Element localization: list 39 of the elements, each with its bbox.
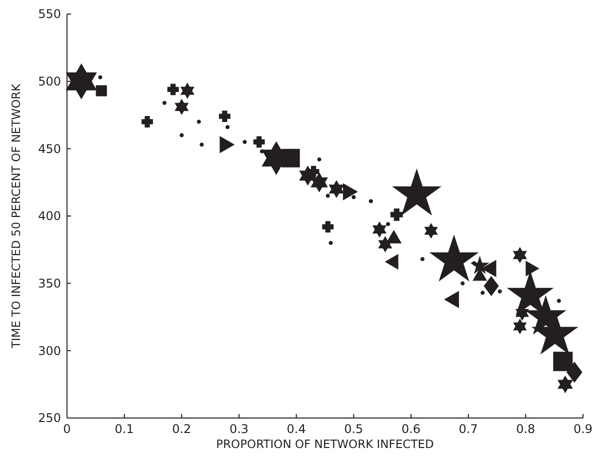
- point: [226, 125, 230, 130]
- point: [242, 140, 247, 144]
- x-tick-label: 0.8: [516, 422, 536, 436]
- point: [317, 157, 322, 162]
- point: [196, 120, 201, 124]
- point: [498, 289, 502, 294]
- point: [200, 142, 204, 147]
- x-tick-label: 0.9: [573, 422, 593, 436]
- point: [352, 195, 356, 200]
- point: [460, 281, 465, 286]
- y-tick-label: 550: [38, 7, 61, 22]
- point: [480, 290, 485, 295]
- y-tick-label: 350: [38, 276, 61, 291]
- point: [556, 298, 561, 303]
- x-tick-label: 0.4: [286, 422, 306, 436]
- x-tick-label: 0.3: [229, 422, 249, 436]
- y-axis-title: TIME TO INFECTED 50 PERCENT OF NETWORK: [9, 83, 23, 350]
- point: [420, 257, 424, 262]
- y-tick-label: 300: [38, 344, 61, 358]
- x-tick-label: 0.2: [172, 422, 192, 436]
- y-tick-label: 400: [38, 209, 61, 224]
- x-tick-label: 0.1: [114, 422, 134, 436]
- point: [98, 75, 102, 80]
- x-tick-label: 0.7: [458, 422, 478, 436]
- x-tick-label: 0: [63, 422, 71, 436]
- x-tick-label: 0.6: [401, 422, 421, 436]
- y-tick-label: 250: [38, 411, 61, 426]
- point: [162, 100, 166, 105]
- point: [386, 222, 390, 226]
- point: [368, 199, 373, 204]
- x-tick-label: 0.5: [344, 422, 364, 436]
- y-tick-label: 500: [38, 74, 61, 89]
- point: [328, 240, 333, 245]
- point: [472, 261, 476, 266]
- y-tick-label: 450: [38, 142, 61, 156]
- point: [260, 149, 264, 154]
- point: [180, 133, 184, 138]
- x-axis-title: PROPORTION OF NETWORK INFECTED: [216, 437, 434, 451]
- point: [326, 194, 330, 198]
